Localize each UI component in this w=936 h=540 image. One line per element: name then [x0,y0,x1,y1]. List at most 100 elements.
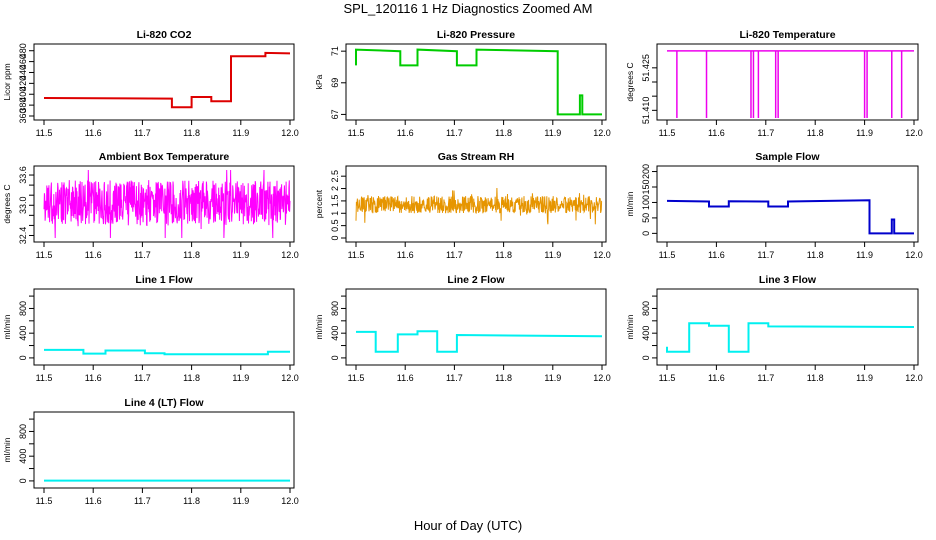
chart-panel: Line 4 (LT) Flow 11.5 11.6 11.7 11.8 11.9 12.0… [2,397,299,506]
y-tick-label: 150 [641,179,651,194]
chart-title: Line 3 Flow [759,274,817,286]
data-series-line [43,51,291,109]
y-tick-label: 51.410 [641,97,651,125]
data-series-line [44,348,290,356]
x-tick-label: 11.5 [36,373,53,383]
y-tick-label: 400 [18,326,28,341]
y-tick-label: 200 [641,164,651,179]
x-tick-label: 11.9 [856,128,873,138]
plot-frame [33,43,295,121]
x-tick-label: 11.7 [134,496,151,506]
plot-frame [656,165,919,243]
x-tick-label: 11.8 [495,373,512,383]
x-tick-label: 11.9 [232,128,249,138]
y-tick-label: 0.5 [330,219,340,232]
x-tick-label: 11.5 [348,128,365,138]
plot-frame [656,43,919,121]
x-tick-label: 11.5 [659,250,676,260]
chart-panel: Li-820 Pressure 11.5 11.6 11.7 11.8 11.9 12.0 6… [314,29,611,138]
x-tick-label: 11.7 [134,128,151,138]
x-tick-label: 11.5 [36,250,53,260]
x-tick-label: 11.7 [446,373,463,383]
plot-frame [33,288,295,366]
page-title: SPL_120116 1 Hz Diagnostics Zoomed AM [343,1,593,16]
y-tick-label: 420 [18,76,28,91]
data-series-line [355,187,603,225]
y-tick-label: 33.6 [18,166,28,184]
x-tick-label: 11.9 [544,250,561,260]
x-tick-label: 12.0 [281,496,299,506]
y-axis-label: ml/min [625,191,635,216]
x-tick-label: 12.0 [593,373,611,383]
x-tick-label: 11.5 [348,250,365,260]
x-tick-label: 11.8 [807,128,824,138]
plot-frame [345,43,607,121]
x-tick-label: 11.8 [495,128,512,138]
x-tick-label: 11.7 [757,128,774,138]
x-tick-label: 11.6 [708,250,725,260]
chart-panel: Li-820 CO2 11.5 11.6 11.7 11.8 11.9 12.0 360380… [2,29,299,138]
y-tick-label: 0 [18,478,28,483]
x-tick-label: 11.8 [183,496,200,506]
y-tick-label: 400 [641,326,651,341]
y-tick-label: 800 [330,301,340,316]
x-tick-label: 11.5 [348,373,365,383]
y-tick-label: 800 [18,301,28,316]
x-tick-label: 11.6 [85,373,102,383]
y-tick-label: 0 [330,355,340,360]
chart-title: Line 4 (LT) Flow [124,397,204,409]
x-tick-label: 11.7 [757,373,774,383]
y-tick-label: 380 [18,98,28,113]
data-series-line [356,330,603,353]
chart-panel: Li-820 Temperature 11.5 11.6 11.7 11.8 11.9 12… [625,29,923,138]
x-tick-label: 11.7 [446,250,463,260]
y-tick-label: 100 [641,195,651,210]
y-axis-label: Licor ppm [2,63,12,100]
plot-frame [33,165,295,243]
x-tick-label: 11.5 [36,496,53,506]
x-tick-label: 11.6 [397,250,414,260]
x-tick-label: 11.6 [397,373,414,383]
x-tick-label: 11.8 [807,373,824,383]
x-tick-label: 12.0 [905,128,923,138]
y-tick-label: 400 [18,87,28,102]
chart-title: Gas Stream RH [438,151,514,163]
x-tick-label: 11.7 [134,250,151,260]
y-axis-label: ml/min [625,314,635,339]
y-axis-label: degrees C [625,62,635,101]
x-tick-label: 11.9 [856,250,873,260]
y-tick-label: 67 [330,109,340,119]
x-tick-label: 12.0 [281,250,299,260]
y-axis-label: ml/min [2,437,12,462]
x-tick-label: 12.0 [905,250,923,260]
y-tick-label: 0 [18,355,28,360]
x-tick-label: 11.9 [232,373,249,383]
chart-title: Sample Flow [755,151,820,163]
y-tick-label: 480 [18,43,28,58]
x-tick-label: 11.9 [544,128,561,138]
y-axis-label: percent [314,189,324,218]
y-axis-label: ml/min [2,314,12,339]
x-tick-label: 11.5 [659,128,676,138]
chart-title: Ambient Box Temperature [99,151,230,163]
x-tick-label: 11.6 [708,373,725,383]
y-tick-label: 360 [18,108,28,123]
x-tick-label: 11.5 [36,128,53,138]
y-axis-label: kPa [314,74,324,89]
plot-frame [33,411,295,489]
x-tick-label: 12.0 [593,128,611,138]
x-tick-label: 11.9 [544,373,561,383]
chart-panel: Sample Flow 11.5 11.6 11.7 11.8 11.9 12.0 0 50 10… [625,151,923,260]
chart-title: Line 2 Flow [447,274,505,286]
chart-title: Li-820 CO2 [137,29,192,41]
chart-panel: Ambient Box Temperature 11.5 11.6 11.7 11.8 1… [2,151,299,260]
y-tick-label: 0 [641,231,651,236]
x-tick-label: 11.6 [85,250,102,260]
chart-panel: Line 2 Flow 11.5 11.6 11.7 11.8 11.9 12.0 0 400 8… [314,274,611,383]
chart-title: Li-820 Temperature [739,29,835,41]
x-tick-label: 12.0 [593,250,611,260]
y-tick-label: 0 [641,355,651,360]
x-tick-label: 11.9 [856,373,873,383]
plot-frame [656,288,919,366]
